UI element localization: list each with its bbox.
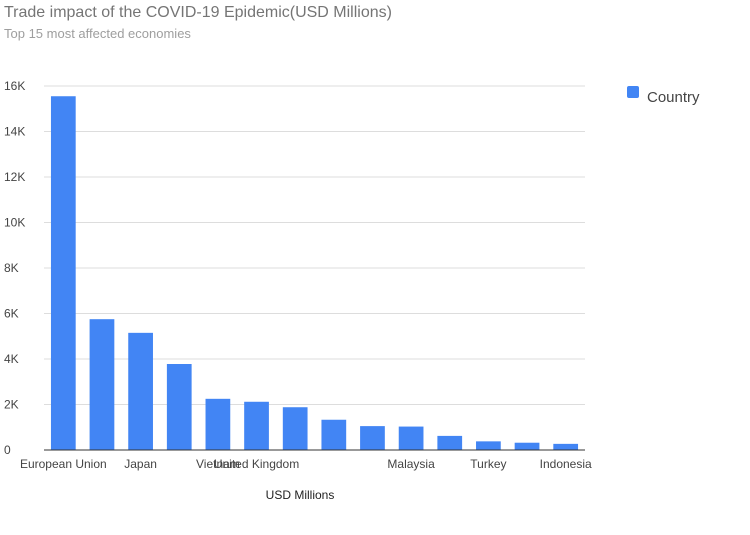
x-category-label: Indonesia: [540, 457, 592, 471]
y-tick-label: 16K: [4, 79, 25, 93]
bar: [476, 441, 501, 450]
x-category-label: Vietnam: [196, 457, 240, 471]
x-category-label: Malaysia: [387, 457, 435, 471]
y-tick-label: 14K: [4, 125, 25, 139]
y-tick-label: 4K: [4, 352, 19, 366]
x-category-label: United Kingdom: [214, 457, 299, 471]
bar: [553, 443, 579, 450]
legend-swatch: [627, 86, 639, 98]
bar: [244, 401, 269, 450]
bar: [205, 398, 231, 450]
bar: [321, 419, 347, 450]
y-tick-label: 2K: [4, 398, 19, 412]
chart-title: Trade impact of the COVID-19 Epidemic(US…: [4, 4, 392, 21]
y-axis-ticks: 0 2K 4K 6K 8K 10K 12K 14K 16K: [4, 79, 25, 457]
y-tick-label: 6K: [4, 307, 19, 321]
bar: [166, 364, 192, 450]
chart-subtitle: Top 15 most affected economies: [4, 26, 191, 41]
bar: [398, 426, 424, 450]
bar: [89, 319, 115, 450]
x-axis-title: USD Millions: [266, 488, 335, 502]
bars: [50, 96, 579, 451]
bar: [514, 442, 540, 450]
bar: [282, 407, 308, 450]
bar: [437, 435, 463, 450]
legend-label: Country: [647, 89, 700, 106]
x-category-label: European Union: [20, 457, 107, 471]
y-tick-label: 8K: [4, 261, 19, 275]
x-category-label: Turkey: [470, 457, 506, 471]
grid: [44, 85, 585, 405]
y-tick-label: 10K: [4, 216, 25, 230]
bar: [128, 332, 153, 450]
y-tick-label: 0: [4, 443, 11, 457]
legend: Country: [627, 86, 700, 106]
bar: [360, 426, 385, 450]
x-category-label: Japan: [124, 457, 157, 471]
y-tick-label: 12K: [4, 170, 25, 184]
bar: [50, 96, 76, 451]
